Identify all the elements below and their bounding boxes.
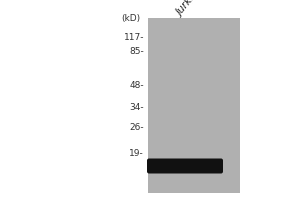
Bar — [148, 18, 240, 193]
Text: 19-: 19- — [129, 148, 144, 158]
Text: 117-: 117- — [124, 33, 144, 43]
Text: 85-: 85- — [129, 47, 144, 56]
Text: 34-: 34- — [129, 102, 144, 112]
Text: (kD): (kD) — [121, 14, 140, 23]
Text: 48-: 48- — [129, 80, 144, 90]
FancyBboxPatch shape — [147, 158, 223, 173]
Text: Jurkat: Jurkat — [175, 0, 202, 18]
Text: 26-: 26- — [129, 122, 144, 132]
